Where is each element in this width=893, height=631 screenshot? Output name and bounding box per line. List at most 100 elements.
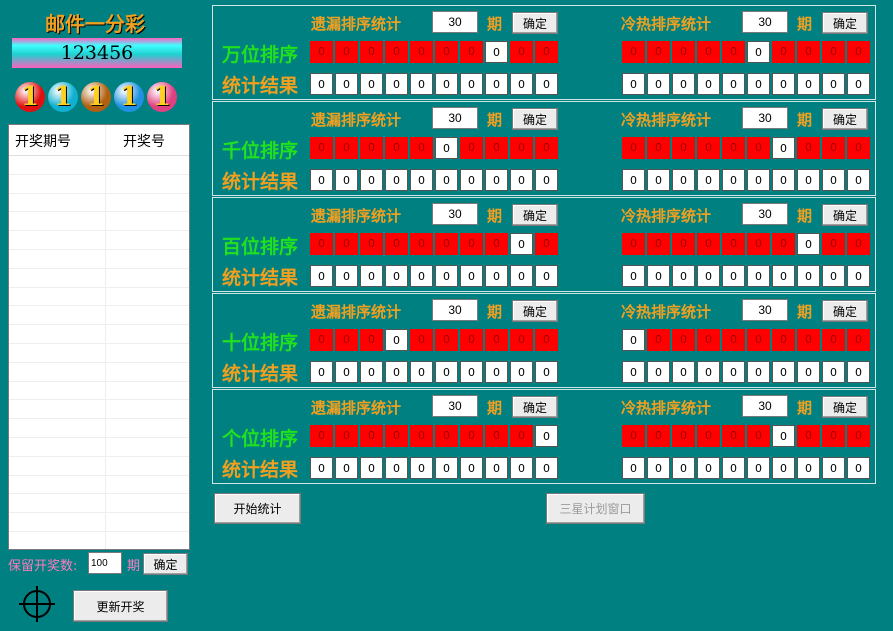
hot-result-cell[interactable]: 0 [747, 265, 770, 287]
miss-sort-cell[interactable]: 0 [435, 41, 458, 63]
hot-result-cell[interactable]: 0 [822, 169, 845, 191]
start-stats-button[interactable]: 开始统计 [214, 493, 301, 524]
miss-result-cell[interactable]: 0 [510, 73, 533, 95]
hot-result-cell[interactable]: 0 [697, 361, 720, 383]
hot-sort-cell[interactable]: 0 [647, 137, 670, 159]
hot-result-cell[interactable]: 0 [622, 457, 645, 479]
hot-sort-cell[interactable]: 0 [772, 41, 795, 63]
miss-result-cell[interactable]: 0 [485, 265, 508, 287]
miss-sort-cell[interactable]: 0 [310, 425, 333, 447]
miss-result-cell[interactable]: 0 [535, 265, 558, 287]
miss-sort-cell[interactable]: 0 [485, 329, 508, 351]
hot-result-cell[interactable]: 0 [772, 361, 795, 383]
miss-result-cell[interactable]: 0 [385, 169, 408, 191]
miss-sort-cell[interactable]: 0 [535, 329, 558, 351]
miss-sort-cell[interactable]: 0 [460, 137, 483, 159]
miss-sort-cell[interactable]: 0 [360, 137, 383, 159]
miss-sort-cell[interactable]: 0 [510, 41, 533, 63]
miss-sort-cell[interactable]: 0 [460, 329, 483, 351]
hot-result-cell[interactable]: 0 [847, 169, 870, 191]
hot-sort-cell[interactable]: 0 [847, 425, 870, 447]
hot-result-cell[interactable]: 0 [672, 73, 695, 95]
hot-sort-cell[interactable]: 0 [822, 233, 845, 255]
miss-sort-cell[interactable]: 0 [335, 137, 358, 159]
history-row[interactable] [9, 343, 189, 363]
hot-sort-cell[interactable]: 0 [672, 137, 695, 159]
miss-sort-cell[interactable]: 0 [310, 41, 333, 63]
hot-result-cell[interactable]: 0 [647, 265, 670, 287]
hot-sort-cell[interactable]: 0 [797, 329, 820, 351]
hot-sort-cell[interactable]: 0 [772, 329, 795, 351]
history-row[interactable] [9, 212, 189, 232]
miss-sort-cell[interactable]: 0 [335, 329, 358, 351]
hot-result-cell[interactable]: 0 [647, 457, 670, 479]
hot-result-cell[interactable]: 0 [772, 265, 795, 287]
history-row[interactable] [9, 268, 189, 288]
miss-result-cell[interactable]: 0 [310, 361, 333, 383]
hot-result-cell[interactable]: 0 [722, 361, 745, 383]
hot-result-cell[interactable]: 0 [722, 457, 745, 479]
hot-result-cell[interactable]: 0 [622, 361, 645, 383]
miss-sort-cell[interactable]: 0 [435, 425, 458, 447]
hot-result-cell[interactable]: 0 [697, 169, 720, 191]
hot-result-cell[interactable]: 0 [647, 73, 670, 95]
miss-result-cell[interactable]: 0 [410, 265, 433, 287]
miss-result-cell[interactable]: 0 [410, 73, 433, 95]
hot-sort-cell[interactable]: 0 [822, 41, 845, 63]
miss-sort-cell[interactable]: 0 [435, 233, 458, 255]
history-row[interactable] [9, 325, 189, 344]
hot-result-cell[interactable]: 0 [697, 73, 720, 95]
hot-sort-cell[interactable]: 0 [722, 425, 745, 447]
miss-sort-cell[interactable]: 0 [360, 41, 383, 63]
hot-periods-input[interactable] [742, 299, 788, 321]
hot-result-cell[interactable]: 0 [847, 361, 870, 383]
hot-result-cell[interactable]: 0 [722, 73, 745, 95]
miss-periods-input[interactable] [432, 203, 478, 225]
hot-sort-cell[interactable]: 0 [697, 425, 720, 447]
miss-confirm-button[interactable]: 确定 [512, 108, 558, 130]
hot-sort-cell[interactable]: 0 [672, 425, 695, 447]
hot-sort-cell[interactable]: 0 [822, 137, 845, 159]
hot-sort-cell[interactable]: 0 [747, 41, 770, 63]
hot-sort-cell[interactable]: 0 [672, 233, 695, 255]
history-list[interactable]: 开奖期号 开奖号 [8, 124, 190, 550]
hot-result-cell[interactable]: 0 [622, 265, 645, 287]
update-draw-button[interactable]: 更新开奖 [73, 590, 168, 622]
hot-sort-cell[interactable]: 0 [697, 41, 720, 63]
hot-result-cell[interactable]: 0 [697, 265, 720, 287]
miss-sort-cell[interactable]: 0 [385, 329, 408, 351]
crosshair-icon[interactable] [18, 585, 56, 623]
miss-result-cell[interactable]: 0 [435, 169, 458, 191]
miss-sort-cell[interactable]: 0 [385, 233, 408, 255]
hot-sort-cell[interactable]: 0 [822, 329, 845, 351]
miss-result-cell[interactable]: 0 [485, 457, 508, 479]
column-header-number[interactable]: 开奖号 [123, 134, 165, 150]
history-row[interactable] [9, 513, 189, 532]
hot-result-cell[interactable]: 0 [647, 169, 670, 191]
hot-result-cell[interactable]: 0 [747, 457, 770, 479]
hot-sort-cell[interactable]: 0 [622, 41, 645, 63]
keep-count-input[interactable] [88, 552, 122, 574]
hot-confirm-button[interactable]: 确定 [822, 12, 868, 34]
miss-sort-cell[interactable]: 0 [535, 137, 558, 159]
miss-result-cell[interactable]: 0 [435, 457, 458, 479]
miss-sort-cell[interactable]: 0 [360, 329, 383, 351]
hot-sort-cell[interactable]: 0 [622, 233, 645, 255]
keep-count-confirm-button[interactable]: 确定 [143, 553, 188, 575]
miss-sort-cell[interactable]: 0 [460, 425, 483, 447]
hot-sort-cell[interactable]: 0 [772, 425, 795, 447]
hot-sort-cell[interactable]: 0 [847, 41, 870, 63]
miss-sort-cell[interactable]: 0 [310, 233, 333, 255]
miss-sort-cell[interactable]: 0 [385, 41, 408, 63]
miss-result-cell[interactable]: 0 [310, 169, 333, 191]
miss-sort-cell[interactable]: 0 [335, 425, 358, 447]
hot-sort-cell[interactable]: 0 [647, 233, 670, 255]
miss-sort-cell[interactable]: 0 [485, 233, 508, 255]
hot-result-cell[interactable]: 0 [822, 265, 845, 287]
miss-result-cell[interactable]: 0 [510, 265, 533, 287]
miss-sort-cell[interactable]: 0 [485, 137, 508, 159]
hot-result-cell[interactable]: 0 [672, 169, 695, 191]
miss-result-cell[interactable]: 0 [410, 457, 433, 479]
hot-result-cell[interactable]: 0 [797, 169, 820, 191]
miss-sort-cell[interactable]: 0 [510, 329, 533, 351]
